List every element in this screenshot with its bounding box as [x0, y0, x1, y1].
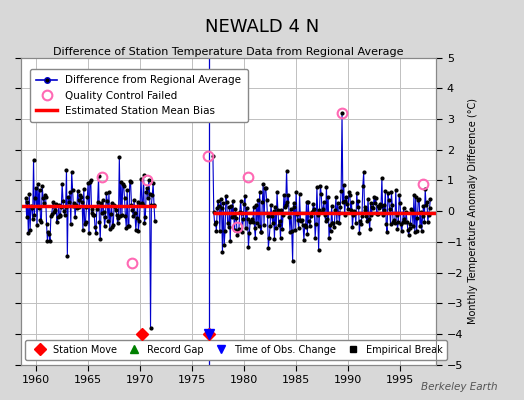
Text: NEWALD 4 N: NEWALD 4 N [205, 18, 319, 36]
Legend: Station Move, Record Gap, Time of Obs. Change, Empirical Break: Station Move, Record Gap, Time of Obs. C… [26, 340, 447, 360]
Title: Difference of Station Temperature Data from Regional Average: Difference of Station Temperature Data f… [53, 47, 404, 57]
Text: Berkeley Earth: Berkeley Earth [421, 382, 498, 392]
Y-axis label: Monthly Temperature Anomaly Difference (°C): Monthly Temperature Anomaly Difference (… [467, 98, 477, 324]
